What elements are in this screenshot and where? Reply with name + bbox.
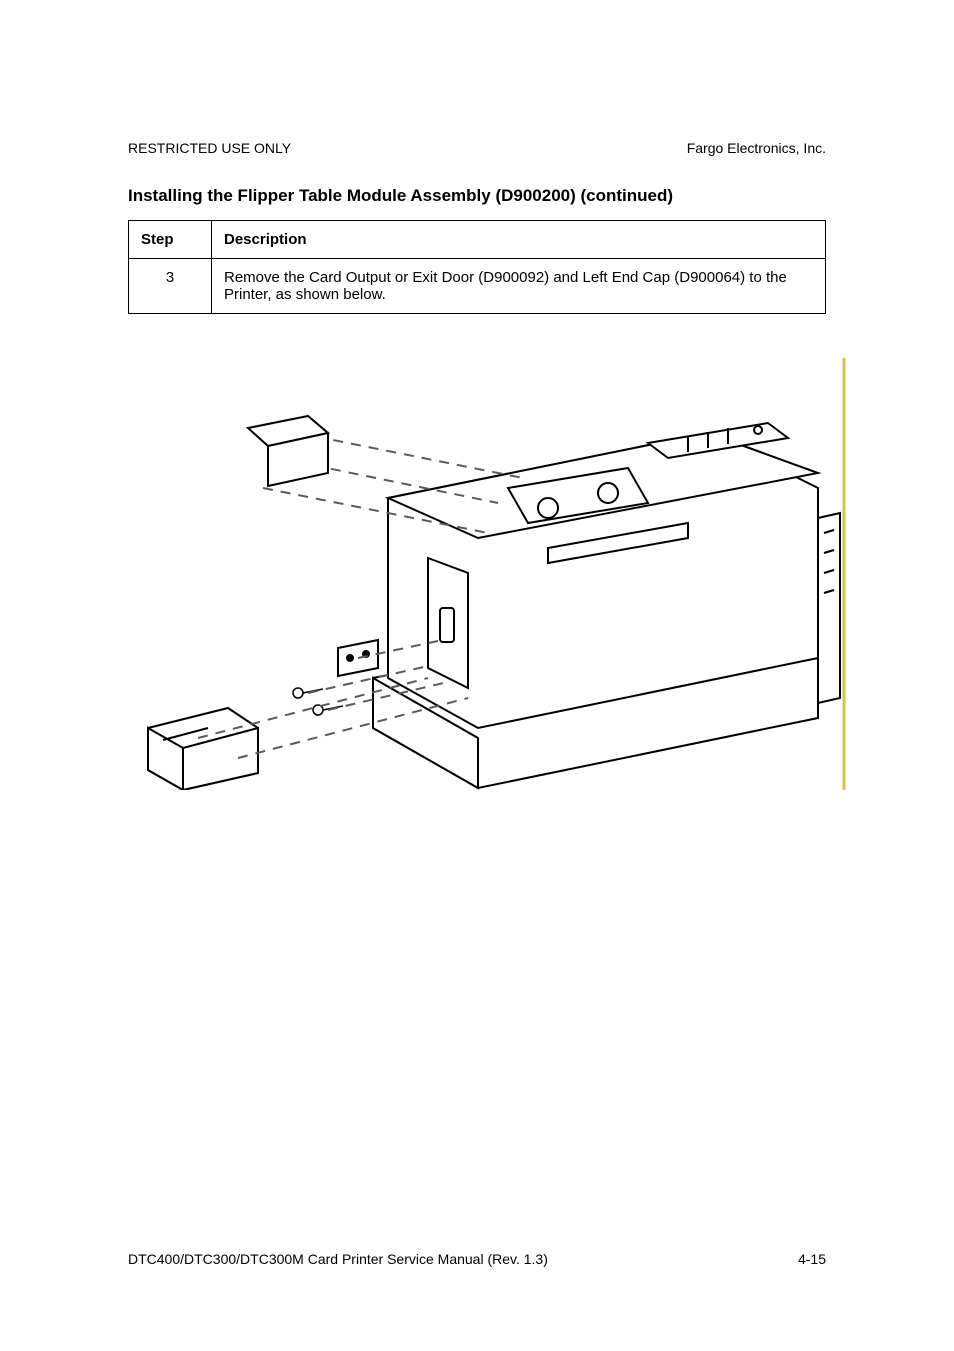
step-table: Step Description 3 Remove the Card Outpu… [128, 220, 826, 314]
th-description: Description [212, 221, 826, 259]
table-row: 3 Remove the Card Output or Exit Door (D… [129, 259, 826, 314]
header-right: Fargo Electronics, Inc. [687, 140, 826, 156]
footer-right: 4-15 [798, 1251, 826, 1267]
td-description: Remove the Card Output or Exit Door (D90… [212, 259, 826, 314]
printer-body [373, 423, 840, 788]
th-step: Step [129, 221, 212, 259]
exit-door-part [248, 416, 328, 486]
end-cap-part [148, 708, 258, 790]
td-step: 3 [129, 259, 212, 314]
table-header-row: Step Description [129, 221, 826, 259]
section-title: Installing the Flipper Table Module Asse… [128, 186, 826, 206]
header-left: RESTRICTED USE ONLY [128, 140, 291, 156]
footer-left: DTC400/DTC300/DTC300M Card Printer Servi… [128, 1251, 548, 1267]
printer-diagram [128, 358, 848, 790]
screws [293, 688, 343, 715]
